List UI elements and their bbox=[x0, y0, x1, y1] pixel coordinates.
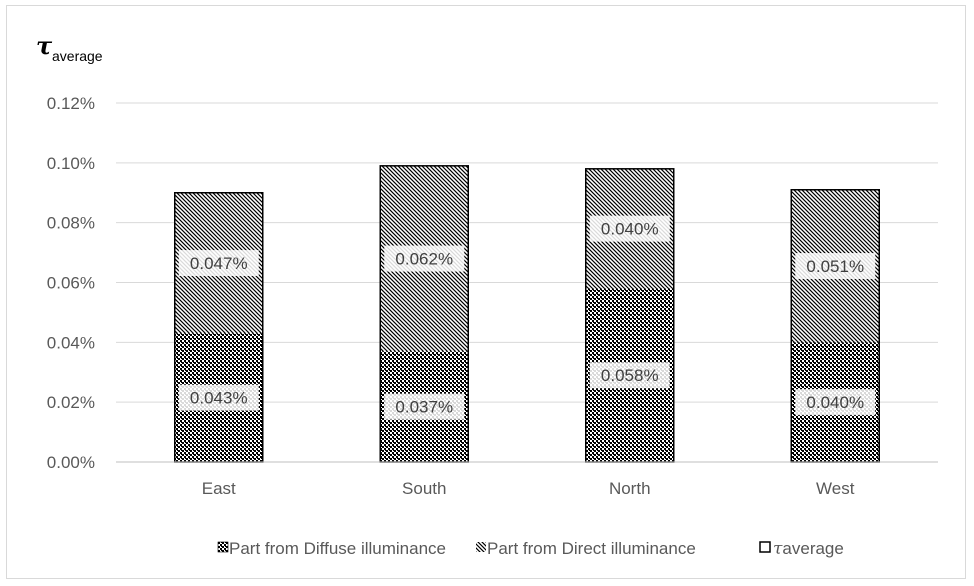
data-label: 0.051% bbox=[806, 257, 864, 276]
x-tick-label: North bbox=[609, 479, 651, 498]
legend-swatch-direct bbox=[476, 542, 486, 552]
x-tick-label: South bbox=[402, 479, 446, 498]
data-label: 0.040% bbox=[806, 393, 864, 412]
title-subscript: average bbox=[52, 48, 103, 64]
legend-label-average: τaverage bbox=[773, 539, 844, 559]
data-label: 0.062% bbox=[395, 250, 453, 269]
data-label: 0.043% bbox=[190, 389, 248, 408]
legend-swatch-diffuse bbox=[217, 541, 229, 553]
data-label-bg bbox=[178, 250, 259, 277]
y-tick-label: 0.00% bbox=[47, 453, 95, 472]
y-tick-label: 0.02% bbox=[47, 393, 95, 412]
data-label-bg bbox=[589, 362, 670, 389]
legend-average-symbol: τ bbox=[773, 539, 783, 559]
chart-title: τ average bbox=[36, 31, 103, 64]
data-label: 0.058% bbox=[601, 366, 659, 385]
title-symbol: τ bbox=[36, 31, 53, 60]
y-tick-label: 0.08% bbox=[47, 214, 95, 233]
legend-label-direct: Part from Direct illuminance bbox=[487, 539, 696, 558]
data-labels: 0.043% 0.047% 0.037% 0.062% 0.058% 0.040% 0.04… bbox=[178, 215, 876, 420]
data-label-bg bbox=[178, 384, 259, 411]
y-tick-label: 0.04% bbox=[47, 333, 95, 352]
data-label-bg bbox=[795, 389, 876, 416]
legend-average-text: average bbox=[782, 539, 843, 558]
data-label-bg bbox=[384, 245, 465, 272]
y-tick-label: 0.12% bbox=[47, 94, 95, 113]
data-label: 0.040% bbox=[601, 220, 659, 239]
data-label: 0.037% bbox=[395, 398, 453, 417]
data-label-bg bbox=[589, 215, 670, 242]
y-tick-label: 0.06% bbox=[47, 274, 95, 293]
x-tick-label: East bbox=[202, 479, 236, 498]
y-axis-ticks: 0.00% 0.02% 0.04% 0.06% 0.08% 0.10% 0.12% bbox=[47, 94, 95, 472]
x-tick-label: West bbox=[816, 479, 855, 498]
bars bbox=[174, 165, 880, 463]
x-axis: East South North West bbox=[116, 461, 938, 498]
legend-swatch-average bbox=[759, 541, 771, 553]
legend-label-diffuse: Part from Diffuse illuminance bbox=[229, 539, 446, 558]
data-label-bg bbox=[384, 393, 465, 420]
data-label: 0.047% bbox=[190, 254, 248, 273]
y-tick-label: 0.10% bbox=[47, 154, 95, 173]
legend: Part from Diffuse illuminance Part from … bbox=[217, 539, 844, 559]
data-label-bg bbox=[795, 253, 876, 280]
